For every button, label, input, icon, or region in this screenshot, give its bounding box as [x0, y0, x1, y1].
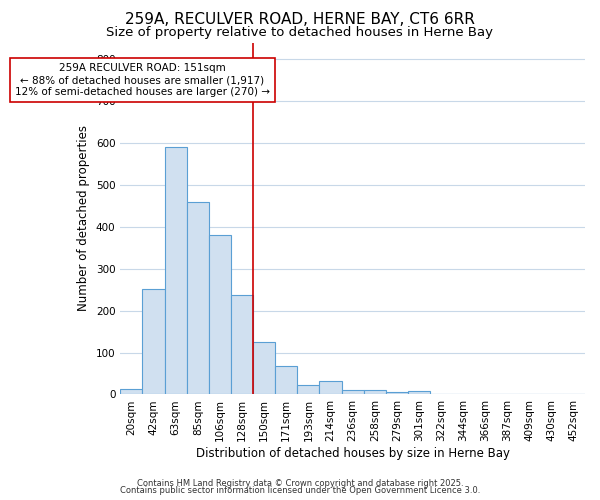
Y-axis label: Number of detached properties: Number of detached properties — [77, 126, 91, 312]
Bar — [298, 385, 319, 394]
Bar — [408, 391, 430, 394]
X-axis label: Distribution of detached houses by size in Herne Bay: Distribution of detached houses by size … — [196, 447, 509, 460]
Bar — [164, 147, 187, 394]
Bar — [341, 390, 364, 394]
Bar — [319, 381, 341, 394]
Bar — [209, 235, 231, 394]
Bar — [231, 294, 253, 394]
Bar — [121, 388, 142, 394]
Bar — [253, 342, 275, 394]
Bar — [275, 366, 298, 394]
Bar — [142, 290, 164, 395]
Text: Contains public sector information licensed under the Open Government Licence 3.: Contains public sector information licen… — [120, 486, 480, 495]
Bar — [364, 390, 386, 394]
Bar — [187, 202, 209, 394]
Text: 259A RECULVER ROAD: 151sqm
← 88% of detached houses are smaller (1,917)
12% of s: 259A RECULVER ROAD: 151sqm ← 88% of deta… — [15, 64, 270, 96]
Bar — [386, 392, 408, 394]
Text: Size of property relative to detached houses in Herne Bay: Size of property relative to detached ho… — [107, 26, 493, 39]
Text: Contains HM Land Registry data © Crown copyright and database right 2025.: Contains HM Land Registry data © Crown c… — [137, 478, 463, 488]
Text: 259A, RECULVER ROAD, HERNE BAY, CT6 6RR: 259A, RECULVER ROAD, HERNE BAY, CT6 6RR — [125, 12, 475, 28]
